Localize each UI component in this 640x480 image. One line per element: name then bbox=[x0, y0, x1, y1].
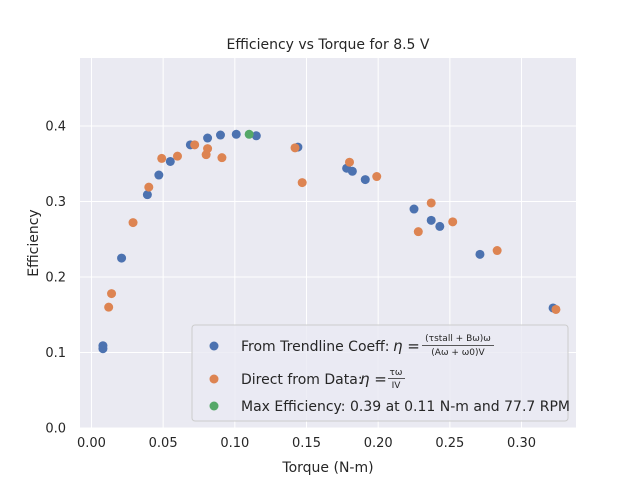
direct-point bbox=[172, 151, 182, 161]
legend-box bbox=[191, 324, 569, 422]
legend-marker-trendline bbox=[209, 341, 219, 351]
direct-point bbox=[290, 143, 300, 153]
chart-title: Efficiency vs Torque for 8.5 V bbox=[227, 37, 430, 53]
direct-point bbox=[203, 144, 213, 154]
legend-denominator-trendline: (Aω + ω0)V bbox=[431, 348, 485, 358]
x-tick-label: 0.20 bbox=[364, 436, 393, 451]
x-tick-label: 0.00 bbox=[77, 436, 106, 451]
trendline-point bbox=[435, 221, 445, 231]
x-tick-label: 0.10 bbox=[220, 436, 249, 451]
trendline-point bbox=[426, 215, 436, 225]
direct-point bbox=[144, 182, 154, 192]
y-tick-labels: 0.0 0.1 0.2 0.3 0.4 bbox=[45, 119, 66, 436]
legend-eta-direct: η = bbox=[360, 370, 387, 388]
x-tick-label: 0.05 bbox=[149, 436, 178, 451]
y-tick-label: 0.3 bbox=[45, 195, 66, 210]
legend-label-max: Max Efficiency: 0.39 at 0.11 N-m and 77.… bbox=[241, 399, 570, 415]
trendline-point bbox=[117, 253, 127, 263]
max-efficiency-point bbox=[244, 129, 254, 139]
trendline-point bbox=[360, 175, 370, 185]
legend-marker-direct bbox=[209, 374, 219, 384]
direct-point bbox=[157, 153, 167, 163]
legend-label-direct: Direct from Data: bbox=[241, 372, 367, 388]
trendline-point bbox=[215, 130, 225, 140]
x-tick-label: 0.25 bbox=[435, 436, 464, 451]
direct-point bbox=[448, 217, 458, 227]
x-tick-label: 0.15 bbox=[292, 436, 321, 451]
trendline-point bbox=[231, 129, 241, 139]
y-tick-label: 0.1 bbox=[45, 346, 66, 361]
direct-point bbox=[190, 140, 200, 150]
x-tick-labels: 0.00 0.05 0.10 0.15 0.20 0.25 0.30 bbox=[77, 436, 536, 451]
legend: From Trendline Coeff: η = (τstall + Bω)ω… bbox=[191, 324, 570, 422]
trendline-point bbox=[251, 131, 261, 141]
direct-point bbox=[413, 227, 423, 237]
direct-point bbox=[426, 198, 436, 208]
legend-numerator-direct: τω bbox=[390, 368, 403, 378]
x-axis-label: Torque (N-m) bbox=[281, 460, 373, 476]
y-tick-label: 0.2 bbox=[45, 270, 66, 285]
trendline-point bbox=[475, 249, 485, 259]
trendline-point bbox=[347, 166, 357, 176]
direct-point bbox=[551, 304, 561, 314]
direct-point bbox=[104, 302, 114, 312]
trendline-point bbox=[409, 204, 419, 214]
y-tick-label: 0.4 bbox=[45, 119, 66, 134]
direct-point bbox=[107, 289, 117, 299]
legend-label-trendline: From Trendline Coeff: bbox=[241, 339, 394, 355]
trendline-point bbox=[142, 190, 152, 200]
y-axis-label: Efficiency bbox=[26, 209, 42, 276]
direct-point bbox=[372, 172, 382, 182]
data-points bbox=[98, 129, 561, 354]
trendline-point bbox=[154, 170, 164, 180]
direct-point bbox=[297, 178, 307, 188]
direct-point bbox=[345, 157, 355, 167]
y-tick-label: 0.0 bbox=[45, 422, 66, 437]
legend-denominator-direct: IV bbox=[392, 381, 402, 391]
trendline-point bbox=[165, 156, 175, 166]
direct-point bbox=[128, 218, 138, 228]
legend-marker-max bbox=[209, 401, 219, 411]
legend-eta-trendline: η = bbox=[393, 337, 420, 355]
trendline-point bbox=[98, 341, 108, 351]
trendline-point bbox=[203, 133, 213, 143]
direct-point bbox=[492, 246, 502, 256]
legend-numerator-trendline: (τstall + Bω)ω bbox=[425, 334, 491, 344]
x-tick-label: 0.30 bbox=[507, 436, 536, 451]
direct-point bbox=[217, 153, 227, 163]
